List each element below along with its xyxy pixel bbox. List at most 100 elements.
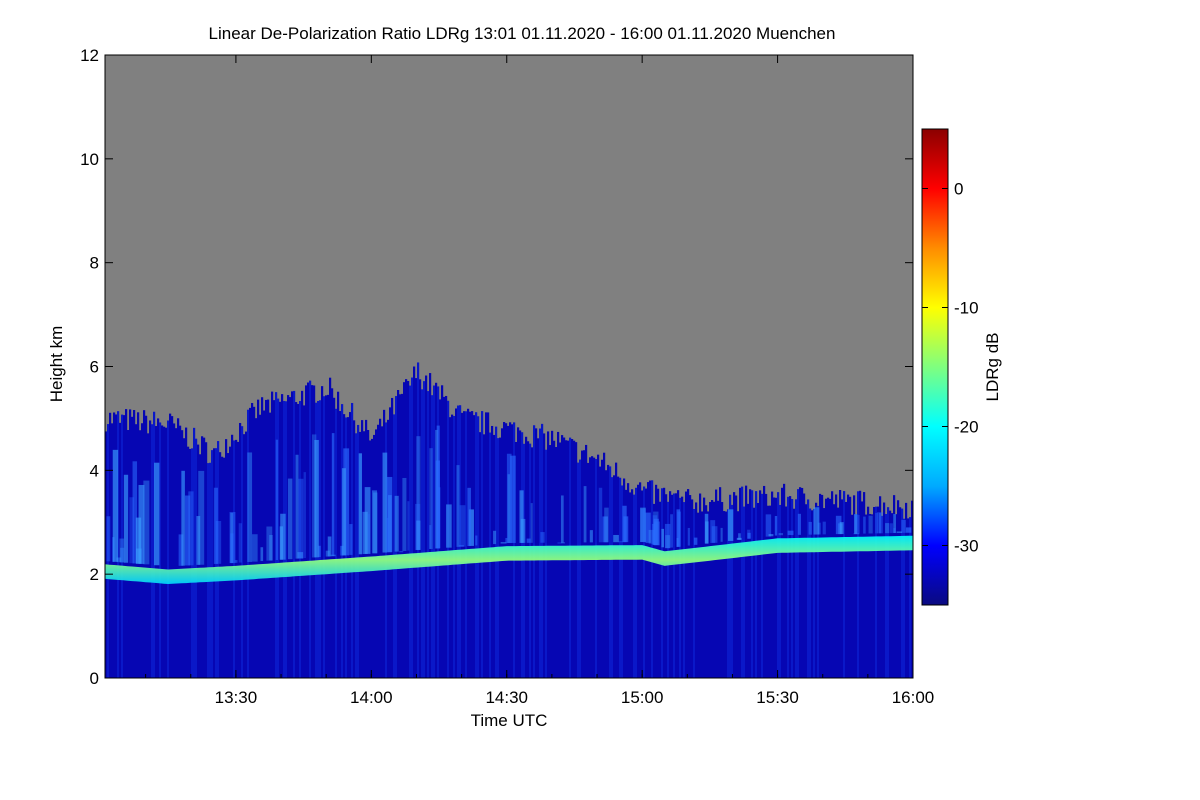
echo-column	[871, 514, 874, 678]
echo-column	[263, 410, 266, 678]
fall-streak	[429, 525, 432, 549]
echo-column	[161, 425, 164, 678]
echo-column	[243, 434, 246, 678]
fall-streak	[863, 516, 866, 534]
echo-column	[783, 483, 786, 678]
fall-streak	[727, 509, 734, 541]
x-axis-label: Time UTC	[471, 711, 548, 730]
echo-column	[645, 488, 648, 678]
echo-column	[269, 412, 272, 678]
echo-column	[829, 498, 832, 678]
y-tick-label: 2	[90, 565, 99, 584]
fall-streak	[602, 516, 608, 543]
echo-column	[481, 411, 484, 678]
echo-column	[381, 426, 384, 678]
fall-streak	[275, 439, 279, 560]
echo-column	[697, 512, 700, 678]
echo-column	[821, 494, 824, 678]
echo-column	[587, 462, 590, 678]
fall-streak	[583, 486, 587, 543]
echo-column	[669, 491, 672, 678]
echo-column	[111, 423, 114, 678]
echo-column	[581, 450, 584, 678]
echo-column	[657, 488, 660, 678]
echo-column	[477, 416, 480, 678]
echo-column	[795, 499, 798, 678]
echo-column	[789, 496, 792, 678]
fall-streak	[154, 462, 160, 566]
fall-streak	[327, 536, 332, 557]
echo-column	[237, 441, 240, 678]
echo-column	[773, 497, 776, 678]
echo-column	[727, 509, 730, 678]
plot-area	[105, 55, 913, 678]
echo-column	[753, 507, 756, 678]
echo-column	[145, 415, 148, 678]
echo-column	[201, 436, 204, 678]
echo-column	[405, 379, 408, 678]
echo-column	[545, 449, 548, 678]
fall-streak	[468, 509, 474, 546]
echo-column	[735, 495, 738, 678]
echo-column	[465, 411, 468, 678]
echo-column	[339, 411, 342, 678]
fall-streak	[893, 528, 896, 534]
x-axis: 13:30 14:00 14:30 15:00 15:30 16:00	[145, 55, 934, 707]
fall-streak	[120, 547, 125, 563]
echo-column	[745, 485, 748, 678]
colorbar	[921, 128, 949, 606]
echo-column	[441, 385, 444, 678]
echo-column	[709, 501, 712, 678]
fall-streak	[561, 542, 565, 544]
fall-streak	[613, 534, 619, 543]
echo-column	[823, 508, 826, 678]
echo-column	[359, 431, 362, 678]
fall-streak	[839, 522, 844, 535]
fall-streak	[738, 533, 741, 540]
echo-column	[837, 507, 840, 678]
echo-column	[617, 476, 620, 678]
fall-streak	[402, 477, 407, 552]
fall-streak	[132, 461, 138, 564]
echo-column	[673, 493, 676, 678]
echo-column	[785, 506, 788, 678]
fall-streak	[188, 491, 194, 566]
echo-column	[451, 414, 454, 678]
fall-streak	[687, 527, 690, 546]
echo-column	[763, 485, 766, 678]
fall-streak	[386, 476, 393, 553]
fall-streak	[456, 465, 460, 547]
echo-column	[413, 366, 416, 678]
echo-column	[167, 420, 170, 678]
echo-column	[901, 508, 904, 678]
echo-column	[195, 438, 198, 678]
echo-column	[675, 493, 678, 678]
echo-column	[715, 489, 718, 678]
echo-column	[705, 505, 708, 678]
fall-streak	[640, 508, 646, 542]
echo-column	[623, 478, 626, 678]
echo-column	[759, 490, 762, 678]
fall-streak	[415, 503, 421, 551]
echo-column	[757, 502, 760, 678]
echo-column	[255, 418, 258, 678]
fall-streak	[382, 452, 388, 553]
fall-streak	[269, 534, 273, 561]
fall-streak	[540, 532, 545, 543]
echo-column	[265, 399, 268, 678]
echo-column	[725, 511, 728, 678]
fall-streak	[765, 514, 772, 537]
fall-streak	[303, 472, 306, 559]
fall-streak	[787, 530, 794, 536]
echo-column	[699, 493, 702, 678]
echo-column	[311, 385, 314, 678]
echo-column	[895, 514, 898, 678]
fall-streak	[507, 474, 511, 544]
echo-column	[171, 416, 174, 678]
colorbar-ticks: 0 -10 -20 -30	[922, 180, 979, 556]
echo-column	[205, 442, 208, 678]
echo-column	[899, 507, 902, 678]
fall-streak	[238, 523, 243, 563]
echo-column	[769, 505, 772, 678]
